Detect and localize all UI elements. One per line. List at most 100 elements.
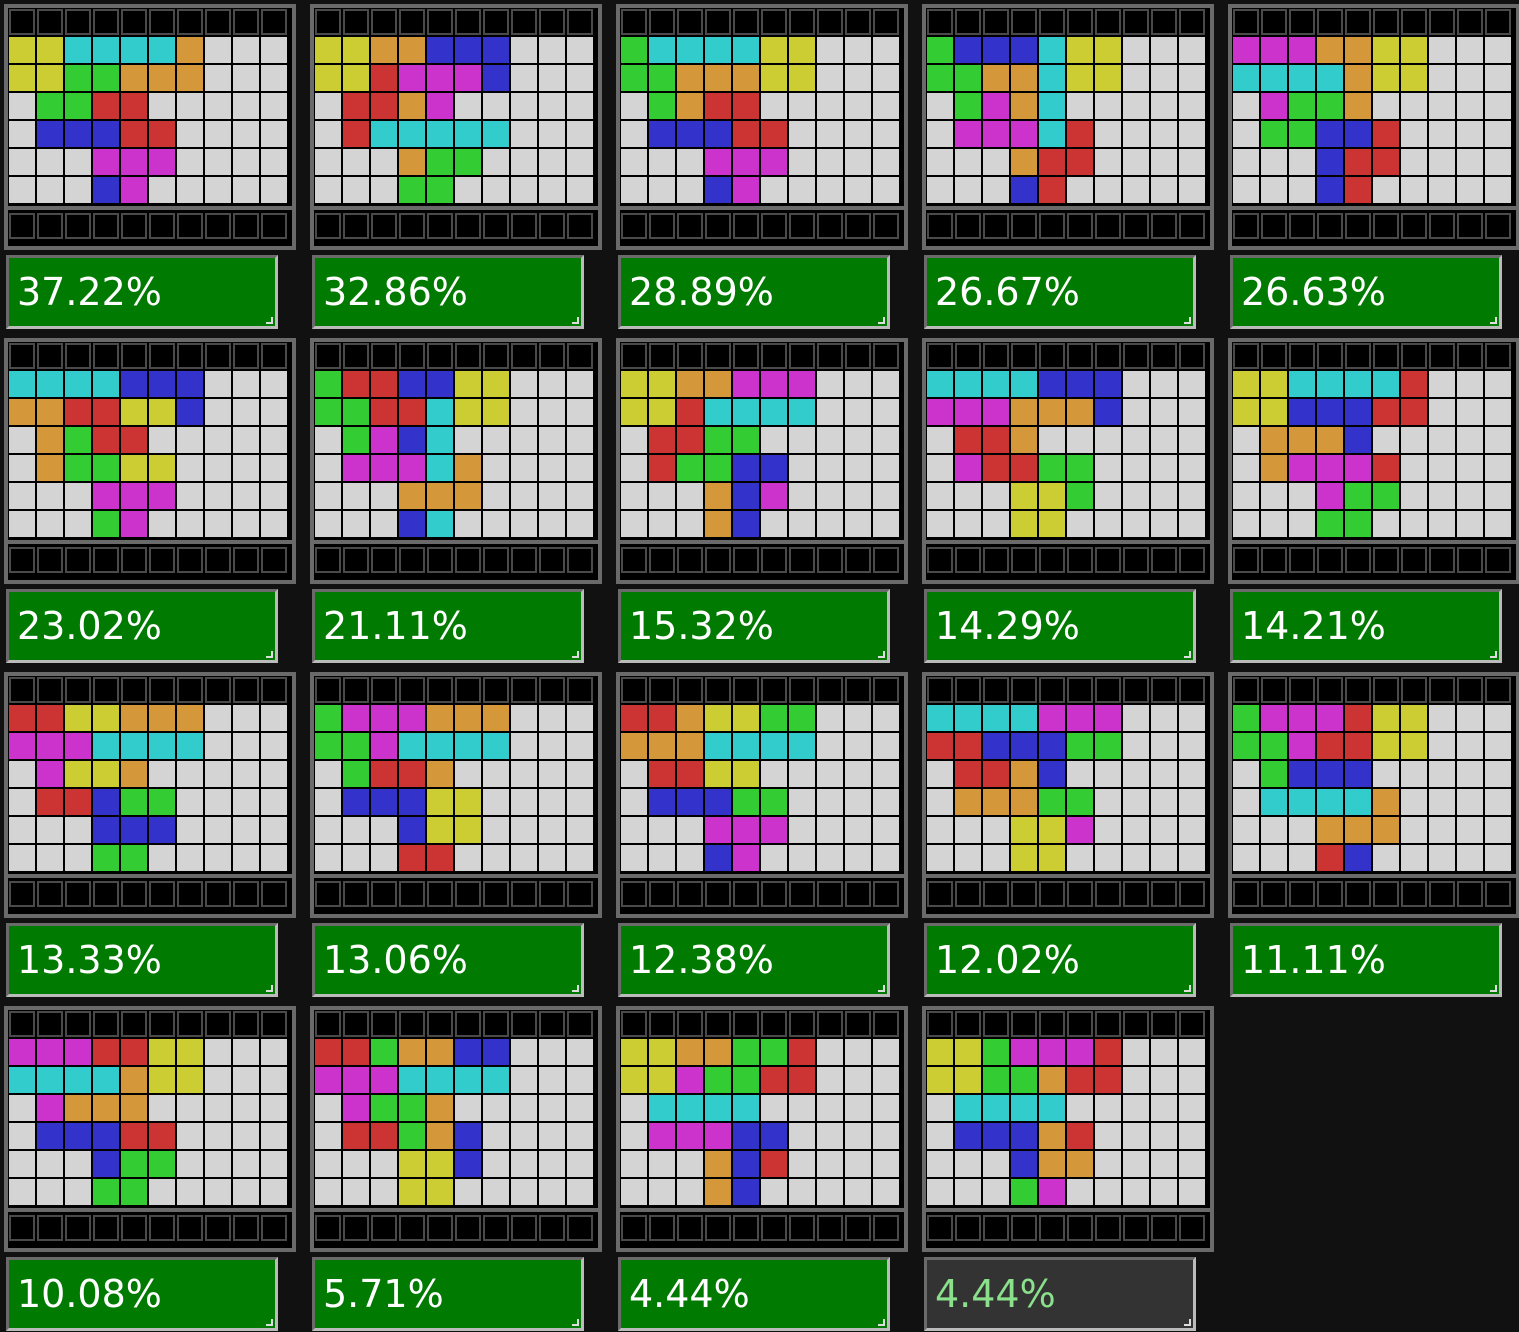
resize-grip-icon[interactable]: [1490, 651, 1497, 658]
board-cell: [1151, 1095, 1177, 1121]
percentage-field[interactable]: 10.08%: [6, 1257, 278, 1331]
board-cell: [483, 1179, 509, 1205]
option-card[interactable]: 23.02%: [4, 338, 296, 663]
resize-grip-icon[interactable]: [878, 985, 885, 992]
resize-grip-icon[interactable]: [878, 317, 885, 324]
option-card[interactable]: 4.44%: [616, 1006, 908, 1331]
board-cell: [371, 65, 397, 91]
percentage-field[interactable]: 32.86%: [312, 255, 584, 329]
option-card[interactable]: 26.63%: [1228, 4, 1519, 329]
option-card[interactable]: 21.11%: [310, 338, 602, 663]
board-cell: [483, 845, 509, 871]
board-cell: [1345, 789, 1371, 815]
board-cell: [9, 845, 35, 871]
board-cell: [1317, 733, 1343, 759]
board-cell: [9, 1151, 35, 1177]
resize-grip-icon[interactable]: [266, 985, 273, 992]
resize-grip-icon[interactable]: [266, 651, 273, 658]
percentage-field[interactable]: 4.44%: [618, 1257, 890, 1331]
resize-grip-icon[interactable]: [572, 317, 579, 324]
percentage-field[interactable]: 11.11%: [1230, 923, 1502, 997]
board-cell: [873, 705, 899, 731]
board-cell: [315, 9, 341, 35]
option-card[interactable]: 15.32%: [616, 338, 908, 663]
percentage-field[interactable]: 14.29%: [924, 589, 1196, 663]
option-card[interactable]: 5.71%: [310, 1006, 602, 1331]
percentage-field[interactable]: 28.89%: [618, 255, 890, 329]
board-cell: [1011, 399, 1037, 425]
option-card[interactable]: 12.02%: [922, 672, 1214, 997]
percentage-field[interactable]: 26.67%: [924, 255, 1196, 329]
resize-grip-icon[interactable]: [878, 651, 885, 658]
board-cell: [927, 93, 953, 119]
resize-grip-icon[interactable]: [572, 1319, 579, 1326]
percentage-field[interactable]: 26.63%: [1230, 255, 1502, 329]
board-cell: [455, 1215, 481, 1241]
board-cell: [1345, 399, 1371, 425]
board-cell: [1345, 371, 1371, 397]
option-card[interactable]: 11.11%: [1228, 672, 1519, 997]
board-cell: [733, 371, 759, 397]
board-cell: [1317, 149, 1343, 175]
resize-grip-icon[interactable]: [878, 1319, 885, 1326]
resize-grip-icon[interactable]: [572, 651, 579, 658]
board-cell: [483, 677, 509, 703]
board-cell: [1095, 1095, 1121, 1121]
percentage-field[interactable]: 5.71%: [312, 1257, 584, 1331]
board-cell: [343, 399, 369, 425]
option-card[interactable]: 10.08%: [4, 1006, 296, 1331]
option-card[interactable]: 14.29%: [922, 338, 1214, 663]
resize-grip-icon[interactable]: [1490, 985, 1497, 992]
board-divider: [620, 206, 904, 210]
percentage-field[interactable]: 14.21%: [1230, 589, 1502, 663]
resize-grip-icon[interactable]: [1184, 317, 1191, 324]
option-card[interactable]: 13.33%: [4, 672, 296, 997]
board-cell: [761, 9, 787, 35]
option-card[interactable]: 37.22%: [4, 4, 296, 329]
board-cell: [983, 93, 1009, 119]
board-cell: [1373, 511, 1399, 537]
board-cell: [927, 1039, 953, 1065]
option-card[interactable]: 28.89%: [616, 4, 908, 329]
board-cell: [399, 1179, 425, 1205]
board-cell: [427, 177, 453, 203]
option-card[interactable]: 14.21%: [1228, 338, 1519, 663]
percentage-field[interactable]: 12.38%: [618, 923, 890, 997]
resize-grip-icon[interactable]: [266, 1319, 273, 1326]
board-cell: [1401, 371, 1427, 397]
board-cell: [455, 1067, 481, 1093]
percentage-field[interactable]: 12.02%: [924, 923, 1196, 997]
percentage-field[interactable]: 15.32%: [618, 589, 890, 663]
board-cell: [1373, 733, 1399, 759]
board-cell: [427, 817, 453, 843]
percentage-field[interactable]: 13.06%: [312, 923, 584, 997]
board-cell: [233, 427, 259, 453]
board-cell: [927, 455, 953, 481]
resize-grip-icon[interactable]: [1184, 651, 1191, 658]
resize-grip-icon[interactable]: [1184, 985, 1191, 992]
board-cell: [1067, 427, 1093, 453]
option-card[interactable]: 26.67%: [922, 4, 1214, 329]
option-card[interactable]: 13.06%: [310, 672, 602, 997]
percentage-field[interactable]: 13.33%: [6, 923, 278, 997]
option-card[interactable]: 4.44%: [922, 1006, 1214, 1331]
resize-grip-icon[interactable]: [1184, 1319, 1191, 1326]
board-cell: [1457, 817, 1483, 843]
percentage-field[interactable]: 21.11%: [312, 589, 584, 663]
percentage-field[interactable]: 4.44%: [924, 1257, 1196, 1331]
option-card[interactable]: 32.86%: [310, 4, 602, 329]
resize-grip-icon[interactable]: [266, 317, 273, 324]
board-divider: [620, 1208, 904, 1212]
board-cell: [677, 1123, 703, 1149]
board-cell: [1123, 399, 1149, 425]
percentage-field[interactable]: 23.02%: [6, 589, 278, 663]
resize-grip-icon[interactable]: [1490, 317, 1497, 324]
percentage-field[interactable]: 37.22%: [6, 255, 278, 329]
board-cell: [1011, 1215, 1037, 1241]
resize-grip-icon[interactable]: [572, 985, 579, 992]
board-divider: [1232, 206, 1516, 210]
board-cell: [817, 705, 843, 731]
board-cell: [927, 213, 953, 239]
option-card[interactable]: 12.38%: [616, 672, 908, 997]
board-cell: [1011, 817, 1037, 843]
